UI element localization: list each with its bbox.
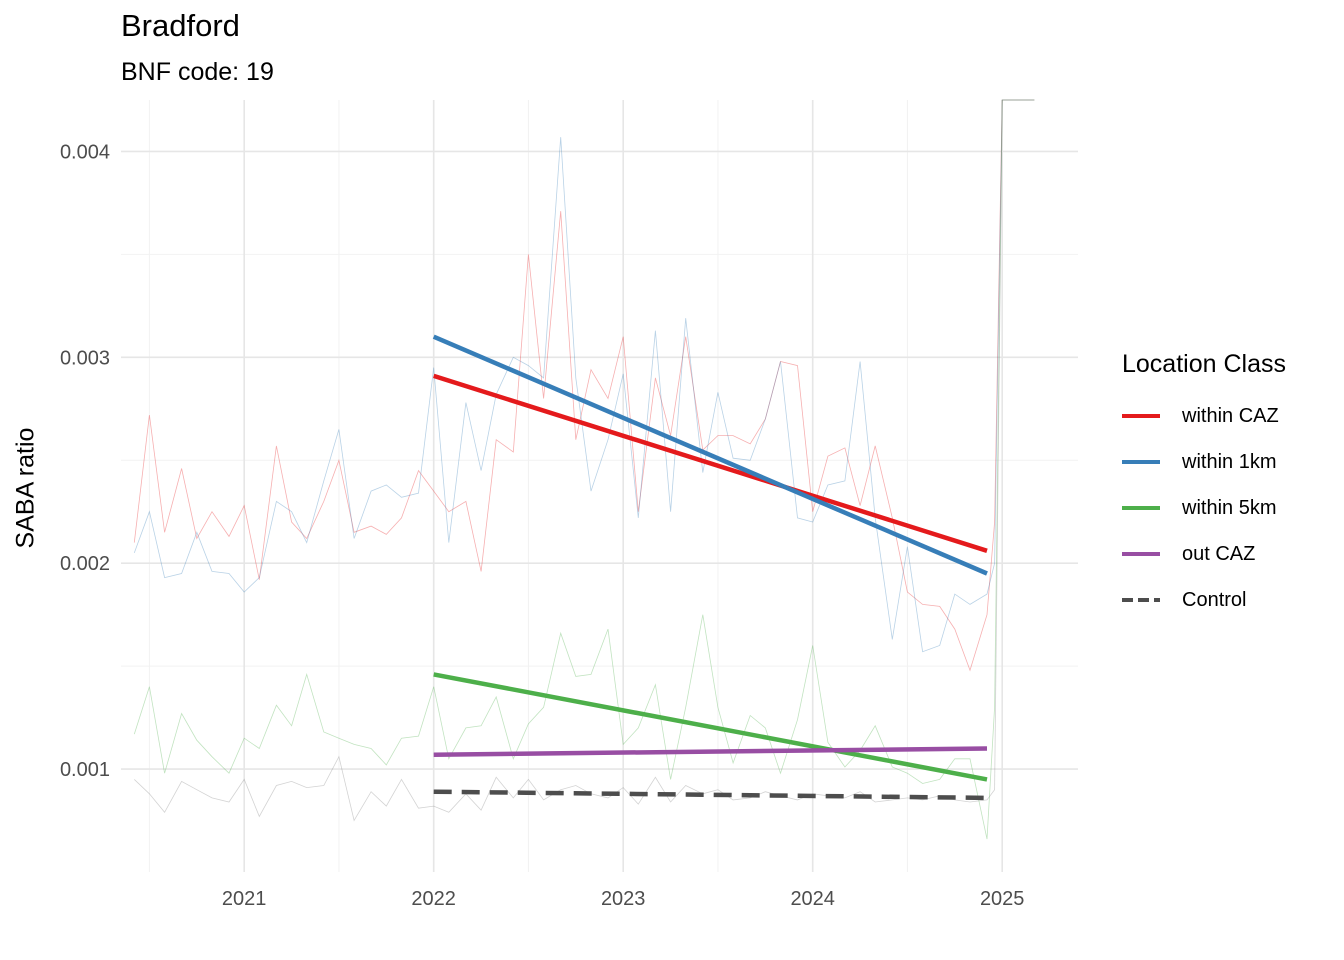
chart-subtitle: BNF code: 19 (121, 58, 274, 86)
legend-title: Location Class (1122, 350, 1286, 378)
y-tick-label: 0.003 (60, 347, 110, 369)
trend-line (433, 789, 988, 801)
legend-item: Control (1122, 577, 1286, 623)
legend: Location Class within CAZ within 1km withi… (1122, 350, 1286, 623)
trend-line (433, 746, 988, 757)
trend-line (433, 373, 988, 553)
x-tick-labels: 2021 2022 2023 2024 2025 (222, 888, 1025, 910)
minor-gridlines (121, 100, 1078, 872)
legend-item: out CAZ (1122, 531, 1286, 577)
legend-key (1122, 552, 1160, 556)
x-tick-label: 2025 (980, 888, 1025, 910)
trend-line (433, 672, 988, 782)
legend-key (1122, 414, 1160, 418)
x-tick-label: 2024 (790, 888, 835, 910)
raw-series-line (133, 99, 1035, 840)
legend-items: within CAZ within 1km within 5km out CAZ Con… (1122, 393, 1286, 623)
major-gridlines (121, 100, 1078, 872)
chart-title: Bradford (121, 8, 240, 43)
legend-item: within 5km (1122, 485, 1286, 531)
legend-label: within 1km (1182, 450, 1277, 473)
raw-series-lines (133, 99, 1035, 840)
y-tick-label: 0.002 (60, 553, 110, 575)
x-tick-label: 2023 (601, 888, 646, 910)
legend-label: within 5km (1182, 496, 1277, 519)
legend-label: out CAZ (1182, 542, 1256, 565)
legend-key (1122, 506, 1160, 510)
x-tick-label: 2022 (411, 888, 456, 910)
y-tick-labels: 0.001 0.002 0.003 0.004 (60, 141, 110, 781)
legend-label: Control (1182, 588, 1247, 611)
y-tick-label: 0.004 (60, 141, 110, 163)
trend-lines (432, 334, 988, 801)
raw-series-line (134, 99, 1035, 822)
raw-series-line (133, 99, 1035, 653)
legend-key (1122, 460, 1160, 464)
x-tick-label: 2021 (222, 888, 267, 910)
y-tick-label: 0.001 (60, 759, 110, 781)
legend-item: within 1km (1122, 439, 1286, 485)
legend-label: within CAZ (1182, 404, 1279, 427)
legend-key (1122, 598, 1160, 602)
trend-line (432, 334, 988, 576)
legend-item: within CAZ (1122, 393, 1286, 439)
raw-series-line (133, 99, 1035, 672)
